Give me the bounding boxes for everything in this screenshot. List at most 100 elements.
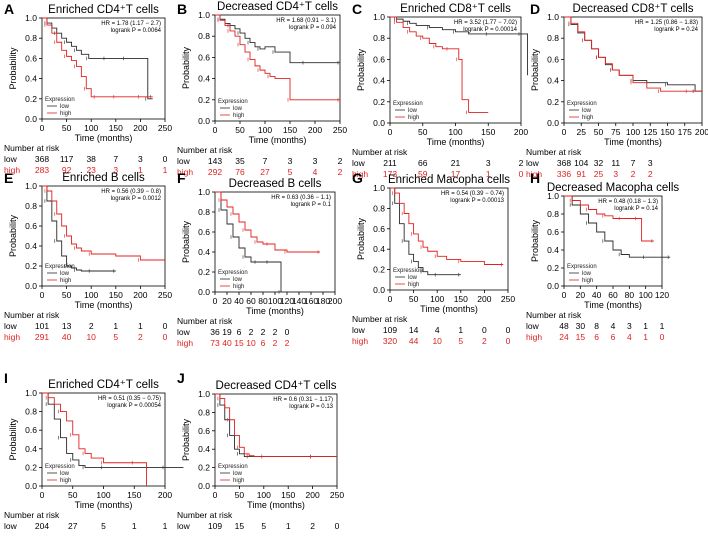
risk-low-value: 1 [660, 321, 665, 331]
panel-title: Decreased B cells [229, 178, 322, 190]
x-axis-label: Time (months) [75, 300, 133, 310]
panel-label: C [352, 1, 362, 17]
km-curve-low [215, 14, 340, 64]
y-tick-label: 0.4 [547, 245, 559, 255]
legend-title: Expression [567, 101, 597, 107]
y-axis-label: Probability [8, 418, 18, 461]
x-tick-label: 100 [626, 127, 640, 137]
y-tick-label: 0.4 [25, 74, 37, 84]
risk-high-value: 4 [627, 332, 632, 342]
logrank-p: logrank P = 0.0012 [111, 196, 162, 202]
y-tick-label: 0.2 [198, 267, 210, 277]
x-tick-label: 150 [660, 127, 674, 137]
risk-row-label-low: low [352, 325, 366, 335]
x-tick-label: 150 [127, 490, 141, 500]
y-axis-label: Probability [181, 46, 191, 89]
y-tick-label: 0.8 [373, 203, 385, 213]
risk-row-label-low: low [177, 156, 191, 166]
risk-low-value: 0 [482, 325, 487, 335]
risk-low-value: 35 [235, 156, 245, 166]
km-curve-high [215, 14, 340, 101]
risk-high-value: 10 [86, 332, 96, 342]
panel-label: A [4, 1, 14, 17]
y-axis-label: Probability [530, 219, 540, 262]
risk-row-label-low: low [526, 158, 540, 168]
risk-low-value: 2 [249, 327, 254, 337]
y-tick-label: 0.2 [25, 462, 37, 472]
panel-C: C Enriched CD8⁺T cells HR = 3.52 (1.77 − 7… [352, 1, 528, 179]
panel-title: Decreased CD4⁺T cells [217, 1, 338, 13]
y-tick-label: 0.6 [25, 53, 37, 63]
risk-high-value: 6 [594, 332, 599, 342]
y-tick-label: 0.2 [198, 463, 210, 473]
risk-low-value: 32 [594, 158, 604, 168]
x-tick-label: 40 [234, 296, 244, 306]
hazard-ratio: HR = 0.48 (0.18 − 1.3) [598, 199, 658, 205]
panel-B: B Decreased CD4⁺T cells HR = 1.68 (0.91 − … [177, 1, 347, 177]
y-tick-label: 0.8 [373, 33, 385, 43]
logrank-p: logrank P = 0.0064 [111, 28, 162, 34]
y-tick-label: 0.8 [198, 31, 210, 41]
panel-label: B [177, 1, 187, 17]
risk-row-label-low: low [526, 321, 540, 331]
risk-low-value: 21 [451, 158, 461, 168]
plot-frame [214, 14, 341, 122]
risk-low-value: 4 [435, 325, 440, 335]
risk-high-value: 0 [506, 336, 511, 346]
panel-title: Enriched Macopha cells [388, 174, 510, 186]
risk-low-value: 3 [486, 158, 491, 168]
risk-low-value: 19 [222, 327, 232, 337]
x-axis-label: Time (months) [584, 300, 642, 310]
risk-high-value: 2 [338, 167, 343, 177]
km-curve-high [215, 393, 337, 458]
risk-high-value: 291 [35, 332, 49, 342]
km-curve-high [42, 185, 165, 261]
x-tick-label: 50 [418, 127, 428, 137]
x-tick-label: 0 [562, 290, 567, 300]
risk-low-value: 109 [208, 521, 222, 531]
risk-low-value: 1 [113, 321, 118, 331]
panel-label: E [4, 170, 13, 186]
x-tick-label: 50 [62, 290, 72, 300]
risk-low-value: 3 [138, 154, 143, 164]
x-tick-label: 100 [258, 125, 272, 135]
panel-G: G Enriched Macopha cells HR = 0.54 (0.39 −… [352, 170, 515, 346]
risk-high-value: 6 [261, 338, 266, 348]
risk-low-value: 1 [643, 321, 648, 331]
y-axis-label: Probability [356, 217, 366, 260]
legend-title: Expression [45, 264, 75, 270]
risk-high-value: 59 [418, 169, 428, 179]
logrank-p: logrank P = 0.13 [289, 404, 333, 410]
risk-row-label-high: high [526, 332, 542, 342]
y-tick-label: 0.6 [373, 224, 385, 234]
km-curve-high [42, 17, 153, 98]
x-tick-label: 0 [213, 296, 218, 306]
risk-low-value: 3 [627, 321, 632, 331]
risk-low-value: 117 [60, 154, 74, 164]
legend-title: Expression [218, 464, 248, 470]
y-tick-label: 0.4 [373, 244, 385, 254]
logrank-p: logrank P = 0.24 [654, 27, 698, 33]
y-tick-label: 1.0 [25, 388, 37, 398]
hazard-ratio: HR = 1.78 (1.17 − 2.7) [101, 21, 161, 27]
legend-label-low: low [408, 108, 418, 114]
x-tick-label: 160 [304, 296, 318, 306]
km-curve-high [42, 392, 147, 486]
x-tick-label: 200 [133, 290, 147, 300]
legend-title: Expression [567, 264, 597, 270]
hazard-ratio: HR = 1.25 (0.86 − 1.83) [635, 20, 698, 26]
risk-high-value: 24 [559, 332, 569, 342]
y-tick-label: 0.0 [25, 114, 37, 124]
risk-low-value: 66 [418, 158, 428, 168]
x-tick-label: 0 [213, 125, 218, 135]
panel-I: I Enriched CD4⁺T cells HR = 0.51 (0.35 − 0… [4, 370, 184, 536]
x-tick-label: 20 [576, 290, 586, 300]
x-tick-label: 75 [611, 127, 621, 137]
km-curve-low [42, 17, 153, 100]
km-curve-high [564, 195, 654, 242]
panel-title: Decreased CD8⁺T cells [573, 3, 694, 15]
risk-high-value: 44 [409, 336, 419, 346]
risk-low-value: 7 [113, 154, 118, 164]
risk-low-value: 0 [163, 154, 168, 164]
